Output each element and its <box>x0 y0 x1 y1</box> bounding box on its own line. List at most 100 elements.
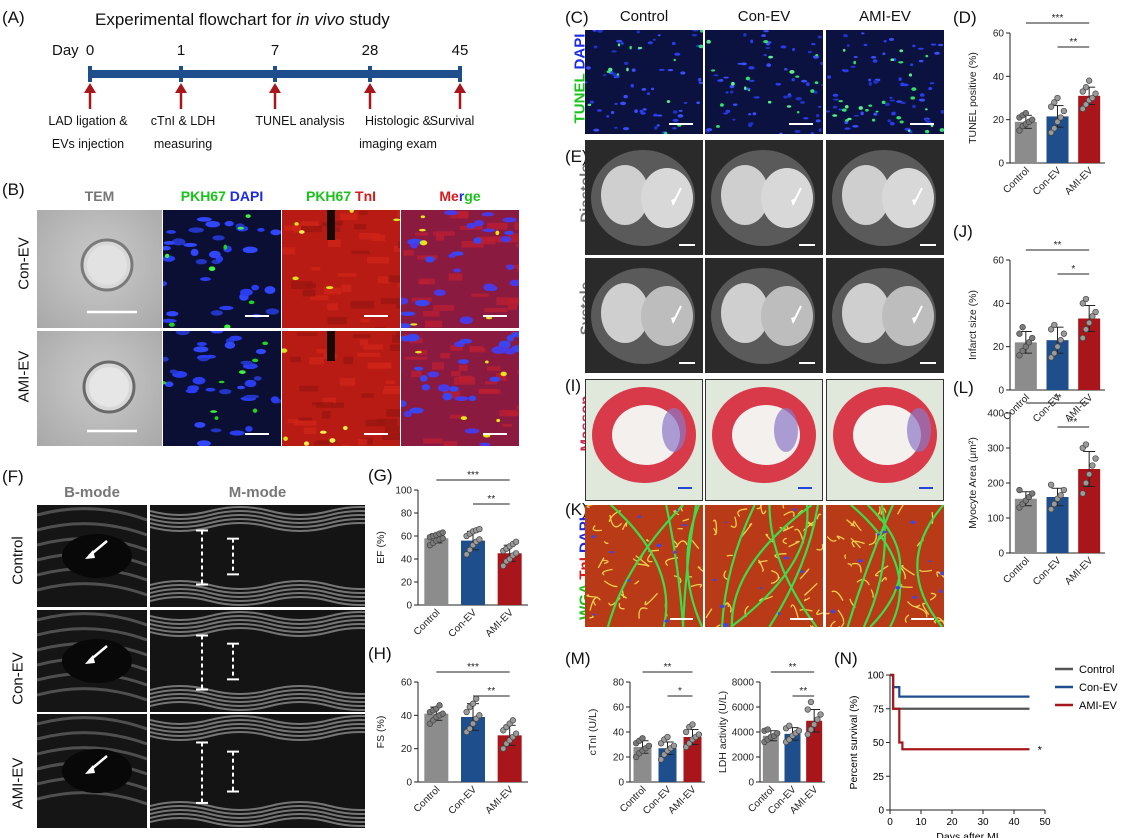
mri-image-r0-c1 <box>705 140 823 255</box>
f-row-con-ev: Con-EV <box>9 652 27 705</box>
pkh-tni-image-ami-ev <box>282 331 400 446</box>
y-tick-label: 20 <box>613 753 625 764</box>
data-point <box>1047 481 1055 488</box>
y-tick-label: 0 <box>748 778 754 789</box>
data-point <box>1079 490 1086 497</box>
data-point <box>439 529 446 536</box>
masson-image-1 <box>705 379 823 501</box>
panel-label-d: (D) <box>953 8 977 27</box>
y-tick-label: 60 <box>401 532 413 543</box>
significance-label: * <box>1071 264 1075 275</box>
b-header-tem: TEM <box>84 188 115 204</box>
b-header-pkh67: PKH67 <box>180 188 226 204</box>
f-row-control: Control <box>9 536 27 585</box>
data-point <box>476 525 483 533</box>
y-tick-label: 80 <box>613 678 625 689</box>
flowchart-day-1: 1 <box>176 42 186 59</box>
b-header-merge-r: r <box>458 188 465 204</box>
pkh-dapi-image-ami-ev <box>163 331 281 446</box>
data-point <box>1092 455 1099 462</box>
bar-con-ev <box>461 540 485 605</box>
data-point <box>1092 308 1099 316</box>
y-tick-label: 75 <box>873 704 885 715</box>
b-header-tni: TnI <box>351 188 377 204</box>
flowchart-day-label: Day <box>52 42 79 59</box>
x-tick-label: Con-EV <box>1031 555 1064 588</box>
data-point <box>1092 90 1099 97</box>
significance-label: ** <box>487 686 495 697</box>
flowchart-label-2-0: TUNEL analysis <box>255 114 345 128</box>
bar-control <box>424 538 449 605</box>
data-point <box>811 721 818 728</box>
y-tick-label: 6000 <box>732 703 755 714</box>
flowchart-day-0: 0 <box>85 42 95 59</box>
panel-label-k: (K) <box>565 500 588 519</box>
data-point <box>463 708 470 716</box>
flowchart-day-3: 28 <box>361 42 379 59</box>
data-point <box>1051 500 1058 508</box>
significance-label: * <box>1038 744 1043 756</box>
bar-con-ev <box>784 733 801 782</box>
data-point <box>804 731 811 738</box>
data-point <box>795 727 803 734</box>
flowchart-tick-2 <box>273 66 277 82</box>
tunel-image-ami-ev <box>826 30 944 134</box>
data-point <box>814 716 821 723</box>
y-tick-label: 0 <box>998 549 1004 560</box>
data-point <box>1086 319 1093 326</box>
panel-label-l: (L) <box>953 378 974 397</box>
c-col-con-ev: Con-EV <box>737 8 791 25</box>
y-tick-label: 20 <box>993 342 1005 353</box>
data-point <box>1057 337 1064 344</box>
data-point <box>664 733 671 741</box>
data-point <box>1022 110 1029 117</box>
y-axis-label: cTnI (U/L) <box>587 709 599 756</box>
flowchart-title: Experimental flowchart for in vivo study <box>95 10 495 30</box>
data-point <box>1089 462 1096 469</box>
flowchart-arrow-4 <box>454 83 466 109</box>
x-tick-label: AMI-EV <box>1063 555 1095 587</box>
panel-label-a: (A) <box>2 8 25 27</box>
data-point <box>476 536 483 543</box>
panel-label-e: (E) <box>565 147 588 166</box>
data-point <box>512 550 520 557</box>
data-point <box>466 546 473 553</box>
significance-label: ** <box>799 686 807 697</box>
data-point <box>1022 343 1029 350</box>
flowchart-label-3-0: Histologic & <box>365 114 431 128</box>
x-tick-label: AMI-EV <box>484 784 516 816</box>
data-point <box>436 702 443 709</box>
flowchart-label-1-1: measuring <box>153 137 213 151</box>
y-tick-label: 20 <box>401 744 413 755</box>
panel-label-b: (B) <box>2 180 25 199</box>
flowchart-title-prefix: Experimental flowchart for <box>95 10 297 29</box>
y-tick-label: 60 <box>993 256 1005 267</box>
data-point <box>695 731 703 738</box>
y-tick-label: 300 <box>987 444 1004 455</box>
significance-label: * <box>678 686 682 697</box>
y-axis-label: Infarct size (%) <box>967 290 979 360</box>
x-tick-label: 50 <box>1039 817 1051 828</box>
b-header-pkh67-2: PKH67 <box>305 188 352 204</box>
flowchart-label-3-1: imaging exam <box>359 137 437 151</box>
data-point <box>1051 125 1058 132</box>
x-tick-label: AMI-EV <box>666 784 698 816</box>
y-tick-label: 0 <box>406 601 412 612</box>
y-tick-label: 60 <box>613 703 625 714</box>
panel-label-c: (C) <box>565 8 589 27</box>
panel-label-h: (H) <box>368 644 392 663</box>
x-tick-label: Control <box>412 607 443 638</box>
legend-label: AMI-EV <box>1079 700 1118 712</box>
data-point <box>1051 321 1058 329</box>
data-point <box>1089 94 1096 102</box>
data-point <box>1086 77 1093 84</box>
tem-image-ami-ev <box>37 331 162 446</box>
chart-l-myocyte: 0 100 200 300 400 Myocyte Area (μm²) Control Co… <box>967 393 1105 588</box>
data-point <box>469 720 477 727</box>
y-tick-label: 40 <box>613 728 625 739</box>
y-axis-label: TUNEL positive (%) <box>967 52 979 144</box>
b-header-merge: Merge <box>401 188 519 204</box>
